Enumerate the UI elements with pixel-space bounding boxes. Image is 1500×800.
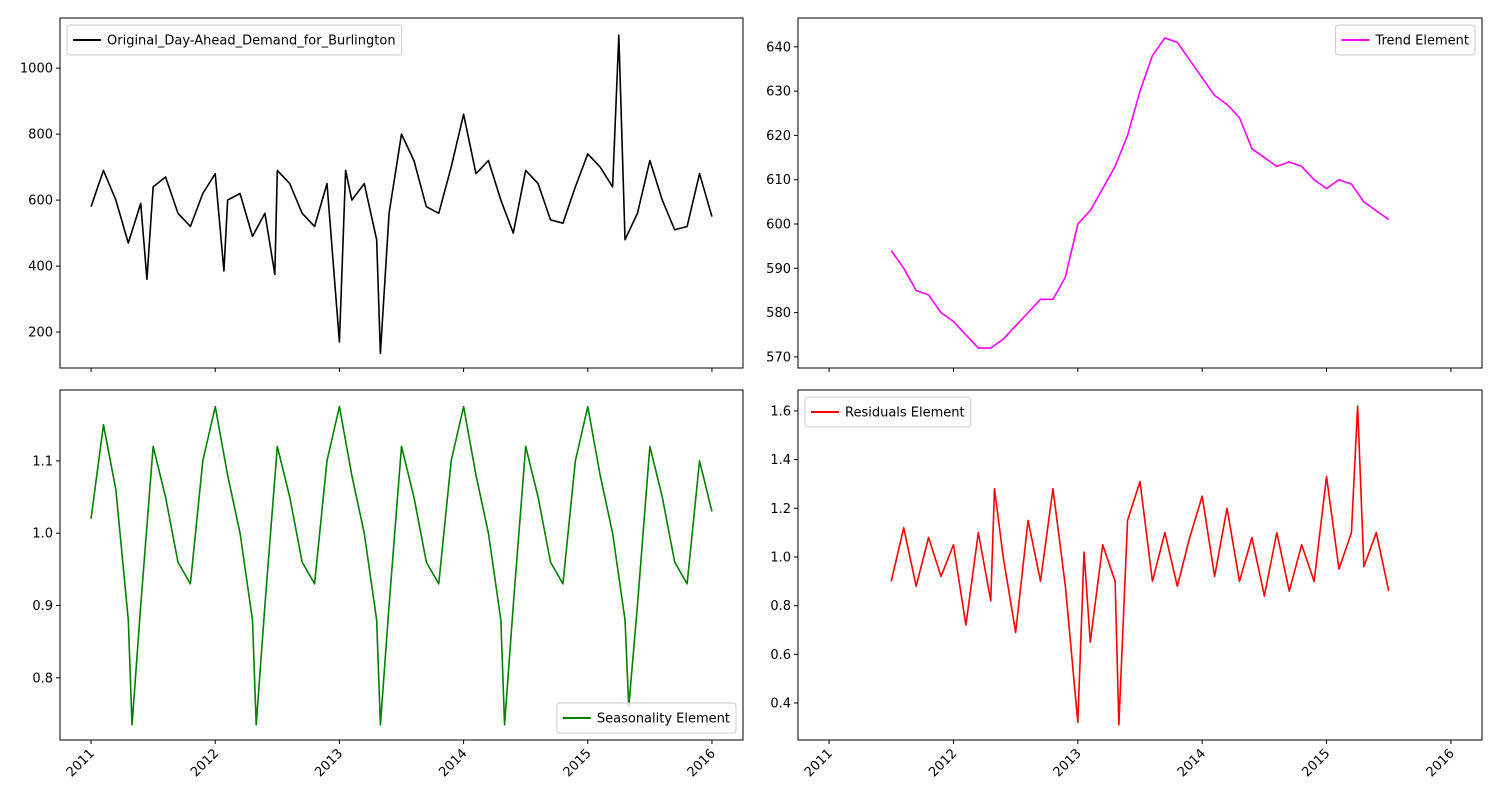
legend-label: Original_Day-Ahead_Demand_for_Burlington — [107, 34, 396, 49]
x-tick-label: 2011 — [64, 746, 98, 780]
y-tick-label: 200 — [28, 326, 53, 341]
y-tick-label: 1.4 — [770, 453, 791, 468]
x-tick-label: 2011 — [802, 746, 836, 780]
legend-label: Trend Element — [1374, 34, 1469, 49]
x-tick-label: 2016 — [1424, 746, 1458, 780]
series-line — [890, 37, 1390, 349]
y-tick-label: 620 — [766, 129, 791, 144]
legend-label: Seasonality Element — [597, 712, 730, 727]
y-tick-label: 580 — [766, 306, 791, 321]
y-tick-label: 570 — [766, 350, 791, 365]
x-tick-label: 2015 — [561, 746, 595, 780]
y-tick-label: 640 — [766, 40, 791, 55]
y-tick-label: 590 — [766, 262, 791, 277]
y-tick-label: 1.6 — [770, 404, 791, 419]
legend: Trend Element — [1334, 24, 1476, 56]
y-tick-label: 0.4 — [770, 697, 791, 712]
x-tick-label: 2012 — [188, 746, 222, 780]
x-tick-label: 2016 — [685, 746, 719, 780]
subplot: 0.4 0.6 0.8 1.0 1.2 1.4 1.6 2011 2012 2013 2014 201… — [770, 389, 1483, 780]
axes-frame — [59, 17, 744, 369]
y-tick-label: 0.9 — [32, 599, 53, 614]
axes-frame — [797, 389, 1483, 741]
x-tick-label: 2014 — [436, 746, 470, 780]
axes-frame — [797, 17, 1483, 369]
series-line — [890, 405, 1390, 726]
y-tick-label: 0.8 — [32, 671, 53, 686]
legend-box — [556, 702, 737, 734]
subplot: 570 580 590 600 610 620 630 640 Trend Element — [766, 17, 1483, 372]
y-tick-label: 1.0 — [32, 527, 53, 542]
y-tick-label: 1.0 — [770, 550, 791, 565]
legend-box — [1334, 24, 1476, 56]
y-tick-label: 1000 — [20, 62, 53, 77]
series-line — [90, 34, 713, 355]
x-tick-label: 2012 — [926, 746, 960, 780]
y-tick-label: 800 — [28, 128, 53, 143]
axes-frame — [59, 389, 744, 741]
subplot: 200 400 600 800 1000 Original_Day-Ahead_Deman… — [20, 17, 744, 372]
y-tick-label: 0.8 — [770, 599, 791, 614]
legend: Residuals Element — [804, 396, 972, 428]
y-tick-label: 0.6 — [770, 648, 791, 663]
x-tick-label: 2015 — [1299, 746, 1333, 780]
x-tick-label: 2014 — [1175, 746, 1209, 780]
y-tick-label: 400 — [28, 260, 53, 275]
y-tick-label: 600 — [766, 218, 791, 233]
x-tick-label: 2013 — [312, 746, 346, 780]
legend: Original_Day-Ahead_Demand_for_Burlington — [66, 24, 403, 56]
y-tick-label: 630 — [766, 85, 791, 100]
legend: Seasonality Element — [556, 702, 737, 734]
x-tick-label: 2013 — [1051, 746, 1085, 780]
legend-box — [66, 24, 403, 56]
subplot: 0.8 0.9 1.0 1.1 2011 2012 2013 2014 2015 2016 Seas… — [32, 389, 744, 780]
legend-box — [804, 396, 972, 428]
series-line — [90, 405, 713, 726]
y-tick-label: 1.2 — [770, 502, 791, 517]
legend-label: Residuals Element — [845, 406, 965, 421]
y-tick-label: 600 — [28, 194, 53, 209]
y-tick-label: 610 — [766, 173, 791, 188]
y-tick-label: 1.1 — [32, 454, 53, 469]
